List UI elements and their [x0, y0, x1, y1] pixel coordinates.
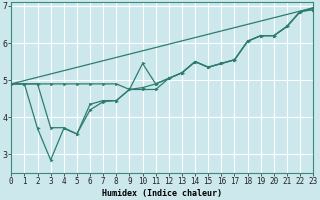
X-axis label: Humidex (Indice chaleur): Humidex (Indice chaleur) [102, 189, 222, 198]
